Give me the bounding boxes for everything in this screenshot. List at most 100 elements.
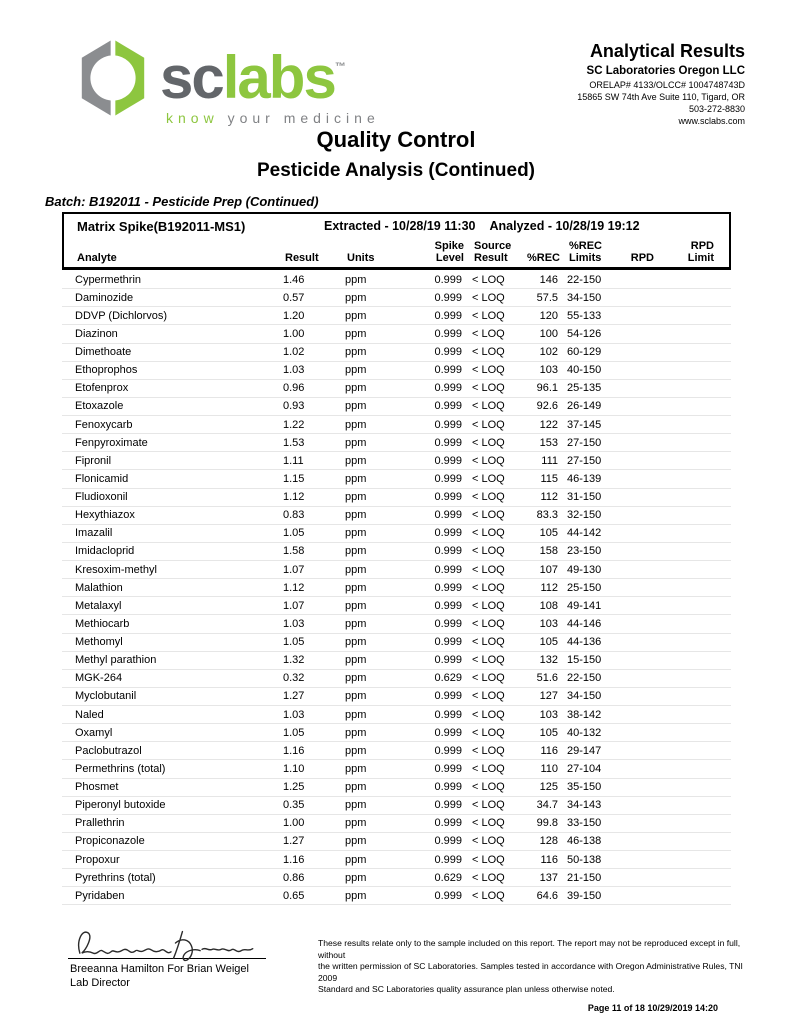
cell-rec: 103 (539, 708, 558, 721)
table-row: Cypermethrin 1.46 ppm 0.999 < LOQ 146 22-150 (62, 271, 731, 290)
cell-rec: 120 (539, 309, 558, 322)
cell-rec_limits: 40-150 (567, 364, 602, 377)
cell-units: ppm (345, 636, 367, 649)
cell-result: 0.57 (283, 291, 305, 304)
cell-analyte: Flonicamid (75, 472, 129, 485)
cell-spike_level: 0.999 (434, 654, 462, 667)
table-row: Piperonyl butoxide 0.35 ppm 0.999 < LOQ 34.7 3… (62, 797, 731, 815)
cell-analyte: Fipronil (75, 454, 112, 467)
cell-source_result: < LOQ (472, 509, 505, 522)
cell-units: ppm (345, 327, 367, 340)
cell-rec: 105 (539, 726, 558, 739)
table-row: Etoxazole 0.93 ppm 0.999 < LOQ 92.6 26-149 (62, 398, 731, 416)
cell-rec: 92.6 (536, 400, 558, 413)
signatory-title: Lab Director (70, 977, 130, 989)
cell-result: 1.03 (283, 364, 305, 377)
cell-result: 0.86 (283, 871, 305, 884)
table-row: Pyridaben 0.65 ppm 0.999 < LOQ 64.6 39-150 (62, 887, 731, 906)
cell-analyte: Naled (75, 708, 104, 721)
cell-units: ppm (345, 817, 367, 830)
cell-result: 1.00 (283, 817, 305, 830)
cell-rec_limits: 21-150 (567, 871, 602, 884)
cell-rec: 83.3 (536, 509, 558, 522)
cell-spike_level: 0.629 (434, 871, 462, 884)
cell-spike_level: 0.999 (434, 581, 462, 594)
cell-spike_level: 0.999 (434, 744, 462, 757)
cell-units: ppm (345, 491, 367, 504)
cell-result: 1.25 (283, 781, 305, 794)
cell-source_result: < LOQ (472, 472, 505, 485)
table-row: Permethrins (total) 1.10 ppm 0.999 < LOQ 110 2… (62, 760, 731, 779)
cell-units: ppm (345, 781, 367, 794)
cell-source_result: < LOQ (472, 672, 505, 685)
cell-rec_limits: 44-142 (567, 527, 602, 540)
cell-source_result: < LOQ (472, 563, 505, 576)
analyzed-date: Analyzed - 10/28/19 19:12 (489, 219, 640, 233)
cell-rec_limits: 40-132 (567, 726, 602, 739)
cell-result: 1.22 (283, 418, 305, 431)
cell-spike_level: 0.999 (434, 400, 462, 413)
cell-rec_limits: 27-150 (567, 454, 602, 467)
table-row: Daminozide 0.57 ppm 0.999 < LOQ 57.5 34-150 (62, 289, 731, 308)
table-row: Fenpyroximate 1.53 ppm 0.999 < LOQ 153 27-150 (62, 434, 731, 453)
cell-analyte: Permethrins (total) (75, 762, 166, 775)
cell-result: 1.03 (283, 708, 305, 721)
cell-spike_level: 0.999 (434, 454, 462, 467)
table-row: Ethoprophos 1.03 ppm 0.999 < LOQ 103 40-150 (62, 362, 731, 380)
cell-spike_level: 0.999 (434, 472, 462, 485)
cell-analyte: Fenoxycarb (75, 418, 133, 431)
cell-result: 1.58 (283, 545, 305, 558)
disclaimer-line: Standard and SC Laboratories quality ass… (318, 984, 615, 994)
hexagon-logo-icon (81, 40, 145, 116)
tagline-know: know (166, 110, 219, 126)
cell-units: ppm (345, 581, 367, 594)
table-row: Methiocarb 1.03 ppm 0.999 < LOQ 103 44-146 (62, 615, 731, 634)
table-row: Fludioxonil 1.12 ppm 0.999 < LOQ 112 31-150 (62, 489, 731, 507)
cell-source_result: < LOQ (472, 418, 505, 431)
cell-spike_level: 0.999 (434, 436, 462, 449)
cell-analyte: Methyl parathion (75, 654, 157, 667)
tagline-rest: your medicine (218, 110, 380, 126)
cell-rec: 103 (539, 617, 558, 630)
cell-rec: 108 (539, 599, 558, 612)
cell-analyte: Metalaxyl (75, 599, 122, 612)
disclaimer-line: the written permission of SC Laboratorie… (318, 961, 743, 983)
cell-rec: 64.6 (536, 889, 558, 902)
column-header-units: Units (347, 252, 375, 264)
cell-rec_limits: 32-150 (567, 509, 602, 522)
cell-source_result: < LOQ (472, 545, 505, 558)
cell-rec_limits: 23-150 (567, 545, 602, 558)
column-header-rec: %REC (526, 252, 560, 264)
cell-rec_limits: 44-136 (567, 636, 602, 649)
cell-analyte: Propiconazole (75, 835, 145, 848)
cell-units: ppm (345, 799, 367, 812)
cell-units: ppm (345, 744, 367, 757)
table-row: Naled 1.03 ppm 0.999 < LOQ 103 38-142 (62, 706, 731, 725)
cell-result: 1.16 (283, 853, 305, 866)
logo-sc-text: sc (160, 44, 225, 111)
cell-analyte: Propoxur (75, 853, 120, 866)
cell-rec_limits: 34-150 (567, 690, 602, 703)
cell-analyte: Myclobutanil (75, 690, 137, 703)
cell-result: 1.12 (283, 581, 305, 594)
cell-result: 0.83 (283, 509, 305, 522)
table-row: Fenoxycarb 1.22 ppm 0.999 < LOQ 122 37-145 (62, 416, 731, 435)
cell-units: ppm (345, 291, 367, 304)
cell-rec: 111 (541, 454, 558, 467)
cell-rec: 105 (539, 636, 558, 649)
cell-analyte: Pyrethrins (total) (75, 871, 156, 884)
cell-rec_limits: 31-150 (567, 491, 602, 504)
cell-units: ppm (345, 418, 367, 431)
cell-units: ppm (345, 273, 367, 286)
column-header-result: Result (285, 252, 319, 264)
cell-rec: 158 (539, 545, 558, 558)
logo-text: sclabs™ know your medicine (160, 36, 380, 127)
cell-source_result: < LOQ (472, 454, 505, 467)
cell-rec_limits: 49-141 (567, 599, 602, 612)
table-row: Prallethrin 1.00 ppm 0.999 < LOQ 99.8 33-150 (62, 815, 731, 833)
cell-rec_limits: 22-150 (567, 672, 602, 685)
cell-analyte: Kresoxim-methyl (75, 563, 157, 576)
cell-source_result: < LOQ (472, 400, 505, 413)
cell-result: 1.16 (283, 744, 305, 757)
table-row: Imidacloprid 1.58 ppm 0.999 < LOQ 158 23-150 (62, 543, 731, 561)
